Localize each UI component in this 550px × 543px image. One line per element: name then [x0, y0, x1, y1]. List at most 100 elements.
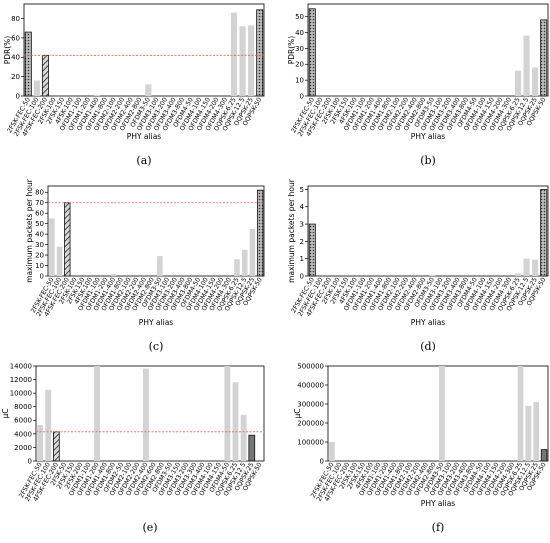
chart-panel-5: 020004000600080001000012000140002FSK-FEC… [1, 362, 265, 534]
bar [532, 259, 539, 276]
y-tick-label: 40 [295, 29, 304, 37]
bar [429, 275, 436, 276]
y-axis-label: PDR(%) [3, 36, 12, 65]
y-tick-label: 200000 [297, 419, 324, 427]
y-tick-label: 30 [35, 241, 44, 249]
bar [540, 189, 548, 277]
panel-caption: (f) [432, 521, 445, 534]
x-axis-label: PHY alias [421, 499, 455, 508]
plot-frame [327, 365, 549, 462]
y-tick-label: 30 [295, 45, 304, 53]
bar [517, 366, 524, 461]
panel-caption: (a) [136, 154, 151, 167]
plot-frame [35, 365, 265, 462]
y-axis-label: μC [293, 408, 302, 418]
chart-panel-2: 010203040502FSK-FEC-502FSK-FEC-1004FSK-F… [287, 3, 549, 167]
y-tick-label: 0 [40, 272, 44, 280]
y-tick-label: 8000 [14, 403, 32, 411]
bar [329, 442, 335, 461]
y-axis-label: maximum packets per hour [287, 178, 296, 283]
bar [94, 366, 101, 461]
y-tick-label: 12000 [10, 376, 32, 384]
bar [249, 228, 256, 276]
bar [234, 259, 240, 276]
panel-caption: (e) [142, 521, 157, 534]
y-tick-label: 2 [300, 238, 304, 246]
bar [33, 80, 40, 96]
bar [256, 189, 264, 277]
y-tick-label: 14000 [10, 362, 32, 370]
y-axis-label: PDR(%) [287, 36, 296, 65]
bar [45, 389, 52, 461]
bar [533, 402, 540, 461]
panel-caption: (c) [149, 340, 164, 353]
y-tick-label: 0 [300, 92, 304, 100]
bar [53, 431, 60, 462]
y-tick-label: 20 [35, 251, 44, 259]
x-axis-label: PHY alias [139, 318, 173, 327]
bar [142, 368, 149, 461]
bar [232, 382, 239, 461]
bar [240, 414, 247, 461]
y-tick-label: 400000 [297, 381, 324, 389]
bar [532, 67, 539, 96]
bar [248, 434, 256, 462]
y-tick-label: 6000 [14, 417, 32, 425]
y-tick-label: 0 [300, 272, 304, 280]
y-tick-label: 70 [35, 199, 44, 207]
bar [248, 25, 255, 96]
panel-caption: (d) [420, 340, 436, 353]
bar [525, 405, 532, 461]
y-tick-label: 300000 [297, 400, 324, 408]
bar [49, 218, 55, 276]
y-tick-label: 80 [11, 15, 20, 23]
bar [230, 12, 238, 96]
x-axis-label: PHY alias [411, 132, 445, 141]
y-tick-label: 0 [28, 457, 32, 465]
y-tick-label: 3 [300, 220, 304, 228]
bar [540, 19, 548, 97]
y-tick-label: 4000 [14, 430, 32, 438]
y-tick-label: 50 [35, 220, 44, 228]
y-tick-label: 20 [295, 61, 304, 69]
y-tick-label: 0 [320, 457, 324, 465]
bar [41, 54, 49, 97]
plot-frame [307, 185, 549, 277]
bar [24, 31, 32, 97]
bar [93, 95, 100, 96]
y-tick-label: 40 [35, 231, 44, 239]
bar [256, 9, 264, 97]
bar [241, 249, 248, 276]
bar [308, 223, 316, 277]
plot-frame [23, 3, 265, 97]
y-axis-label: maximum packets per hour [25, 178, 34, 283]
chart-panel-1: 0204060802FSK-FEC-502FSK-FEC-1004FSK-FEC… [3, 3, 265, 167]
x-axis-label: PHY alias [411, 318, 445, 327]
bar [224, 366, 231, 461]
y-tick-label: 4 [300, 203, 305, 211]
chart-panel-4: 0123452FSK-FEC-502FSK-FEC-1004FSK-FEC-20… [287, 178, 549, 353]
bar [514, 273, 522, 276]
bar [239, 26, 246, 97]
y-tick-label: 10 [35, 262, 44, 270]
x-axis-label: PHY alias [127, 132, 161, 141]
bar [145, 84, 152, 96]
y-axis-label: μC [1, 408, 10, 418]
y-tick-label: 100000 [297, 438, 324, 446]
y-tick-label: 40 [11, 54, 20, 62]
y-tick-label: 500000 [297, 362, 324, 370]
bar [523, 35, 530, 96]
bar [157, 256, 163, 276]
bar [523, 258, 530, 276]
plot-frame [47, 185, 265, 277]
bar [110, 273, 117, 276]
y-tick-label: 1 [300, 255, 304, 263]
chart-panel-3: 010203040506070802FSK-FEC-502FSK-FEC-100… [25, 178, 265, 353]
y-tick-label: 60 [11, 34, 20, 42]
bar [37, 425, 44, 461]
chart-panel-6: 01000002000003000004000005000002FSK-FEC-… [293, 362, 549, 534]
bar [56, 246, 63, 276]
bar [308, 8, 316, 97]
bar [439, 366, 445, 461]
